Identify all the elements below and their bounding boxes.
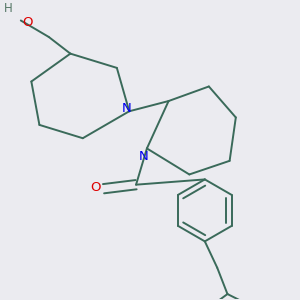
Text: O: O: [22, 16, 32, 29]
Text: H: H: [4, 2, 13, 15]
Text: N: N: [121, 102, 131, 115]
Text: N: N: [139, 150, 149, 163]
Text: O: O: [91, 181, 101, 194]
